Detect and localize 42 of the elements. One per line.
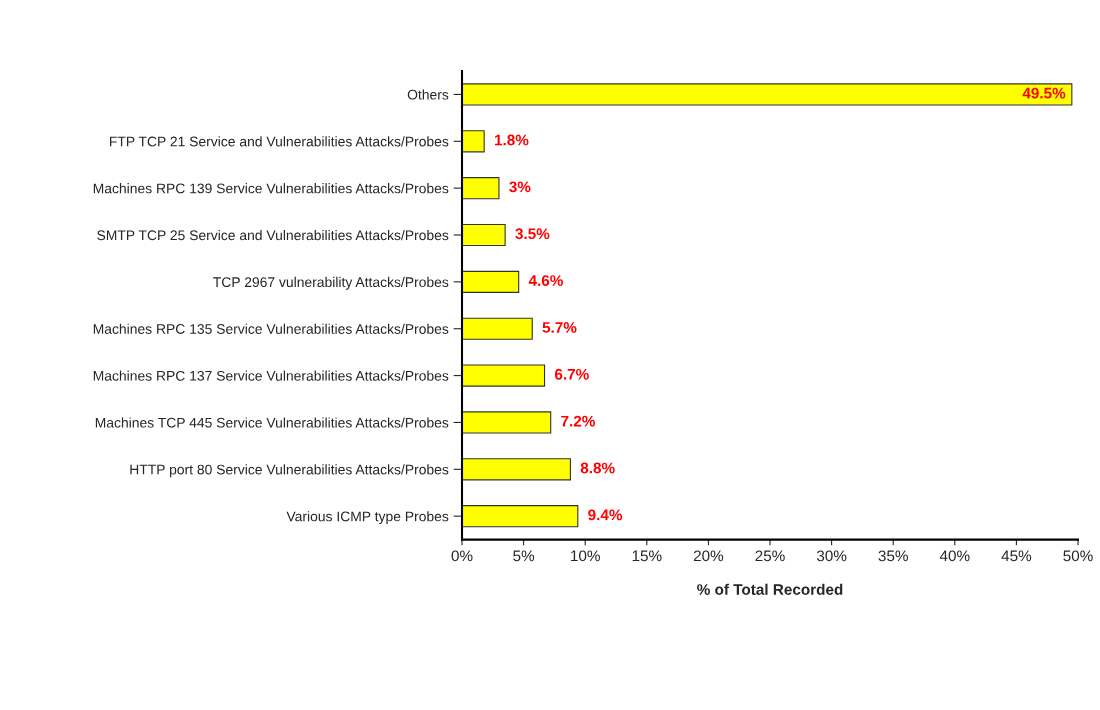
bar: [462, 177, 500, 200]
x-tick-label: 0%: [451, 550, 473, 562]
y-tick-label: FTP TCP 21 Service and Vulnerabilities Attacks/Probes: [110, 136, 449, 147]
x-tick-label: 10%: [571, 550, 600, 562]
y-tick-label: SMTP TCP 25 Service and Vulnerabilities Attacks/Probes: [97, 229, 449, 241]
x-tick-label: 25%: [755, 550, 785, 562]
y-tick-label: Various ICMP type Probes: [286, 511, 449, 525]
bar: [462, 411, 552, 434]
x-tick-label: 5%: [513, 550, 535, 562]
data-label: 49.5%: [1022, 87, 1066, 99]
x-axis-title: % of Total Recorded: [697, 583, 843, 595]
y-tick-label: TCP 2967 vulnerability Attacks/Probes: [213, 276, 449, 290]
bar: [462, 130, 485, 153]
bar: [462, 505, 579, 528]
x-tick-label: 50%: [1063, 550, 1093, 562]
data-label: 3%: [509, 181, 531, 193]
bar: [462, 317, 533, 340]
data-label: 5.7%: [542, 322, 577, 333]
bar: [462, 270, 520, 293]
data-label: 6.7%: [554, 368, 589, 380]
x-tick-label: 45%: [1001, 550, 1032, 562]
data-label: 9.4%: [588, 509, 623, 521]
data-label: 1.8%: [494, 134, 529, 146]
y-tick-label: Machines RPC 139 Service Vulnerabilities Attacks/Probes: [93, 183, 449, 194]
x-tick-label: 15%: [632, 550, 662, 562]
data-label: 3.5%: [515, 228, 550, 240]
x-tick-label: 20%: [693, 550, 724, 562]
bar: [462, 223, 506, 247]
y-tick-label: HTTP port 80 Service Vulnerabilities Attacks/Probes: [130, 464, 449, 478]
data-label: 7.2%: [561, 415, 595, 427]
bar: [462, 458, 571, 481]
y-tick-label: Others: [407, 89, 449, 100]
y-tick-label: Machines TCP 445 Service Vulnerabilities Attacks/Probes: [95, 417, 449, 428]
y-tick-label: Machines RPC 135 Service Vulnerabilities Attacks/Probes: [93, 323, 449, 334]
x-tick-label: 35%: [878, 550, 908, 562]
data-label: 4.6%: [528, 275, 563, 286]
bar: [462, 83, 1073, 106]
x-tick-label: 40%: [939, 550, 970, 562]
x-tick-label: 30%: [816, 550, 847, 562]
bar: [462, 364, 546, 387]
data-label: 8.8%: [580, 462, 615, 474]
y-tick-label: Machines RPC 137 Service Vulnerabilities Attacks/Probes: [93, 370, 449, 381]
